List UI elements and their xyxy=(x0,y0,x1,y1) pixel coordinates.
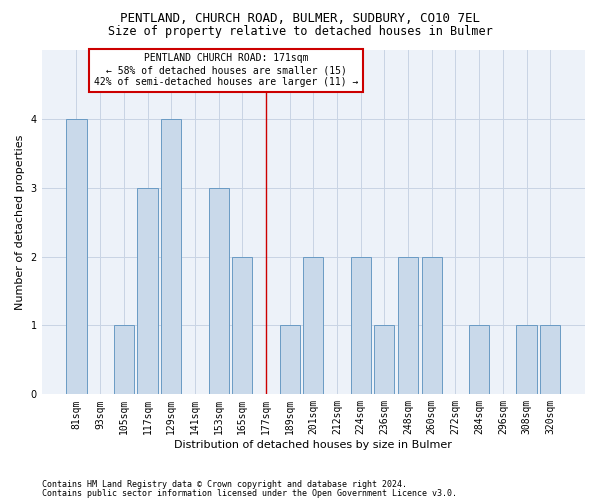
X-axis label: Distribution of detached houses by size in Bulmer: Distribution of detached houses by size … xyxy=(175,440,452,450)
Bar xyxy=(137,188,158,394)
Text: Size of property relative to detached houses in Bulmer: Size of property relative to detached ho… xyxy=(107,25,493,38)
Bar xyxy=(303,256,323,394)
Bar xyxy=(469,326,489,394)
Bar xyxy=(350,256,371,394)
Text: PENTLAND, CHURCH ROAD, BULMER, SUDBURY, CO10 7EL: PENTLAND, CHURCH ROAD, BULMER, SUDBURY, … xyxy=(120,12,480,26)
Bar xyxy=(374,326,394,394)
Text: PENTLAND CHURCH ROAD: 171sqm
← 58% of detached houses are smaller (15)
42% of se: PENTLAND CHURCH ROAD: 171sqm ← 58% of de… xyxy=(94,54,359,86)
Bar xyxy=(422,256,442,394)
Bar xyxy=(540,326,560,394)
Bar xyxy=(114,326,134,394)
Bar xyxy=(280,326,300,394)
Text: Contains public sector information licensed under the Open Government Licence v3: Contains public sector information licen… xyxy=(42,489,457,498)
Text: Contains HM Land Registry data © Crown copyright and database right 2024.: Contains HM Land Registry data © Crown c… xyxy=(42,480,407,489)
Bar xyxy=(161,119,181,394)
Bar xyxy=(67,119,86,394)
Bar xyxy=(398,256,418,394)
Y-axis label: Number of detached properties: Number of detached properties xyxy=(15,134,25,310)
Bar xyxy=(209,188,229,394)
Bar xyxy=(517,326,536,394)
Bar xyxy=(232,256,253,394)
